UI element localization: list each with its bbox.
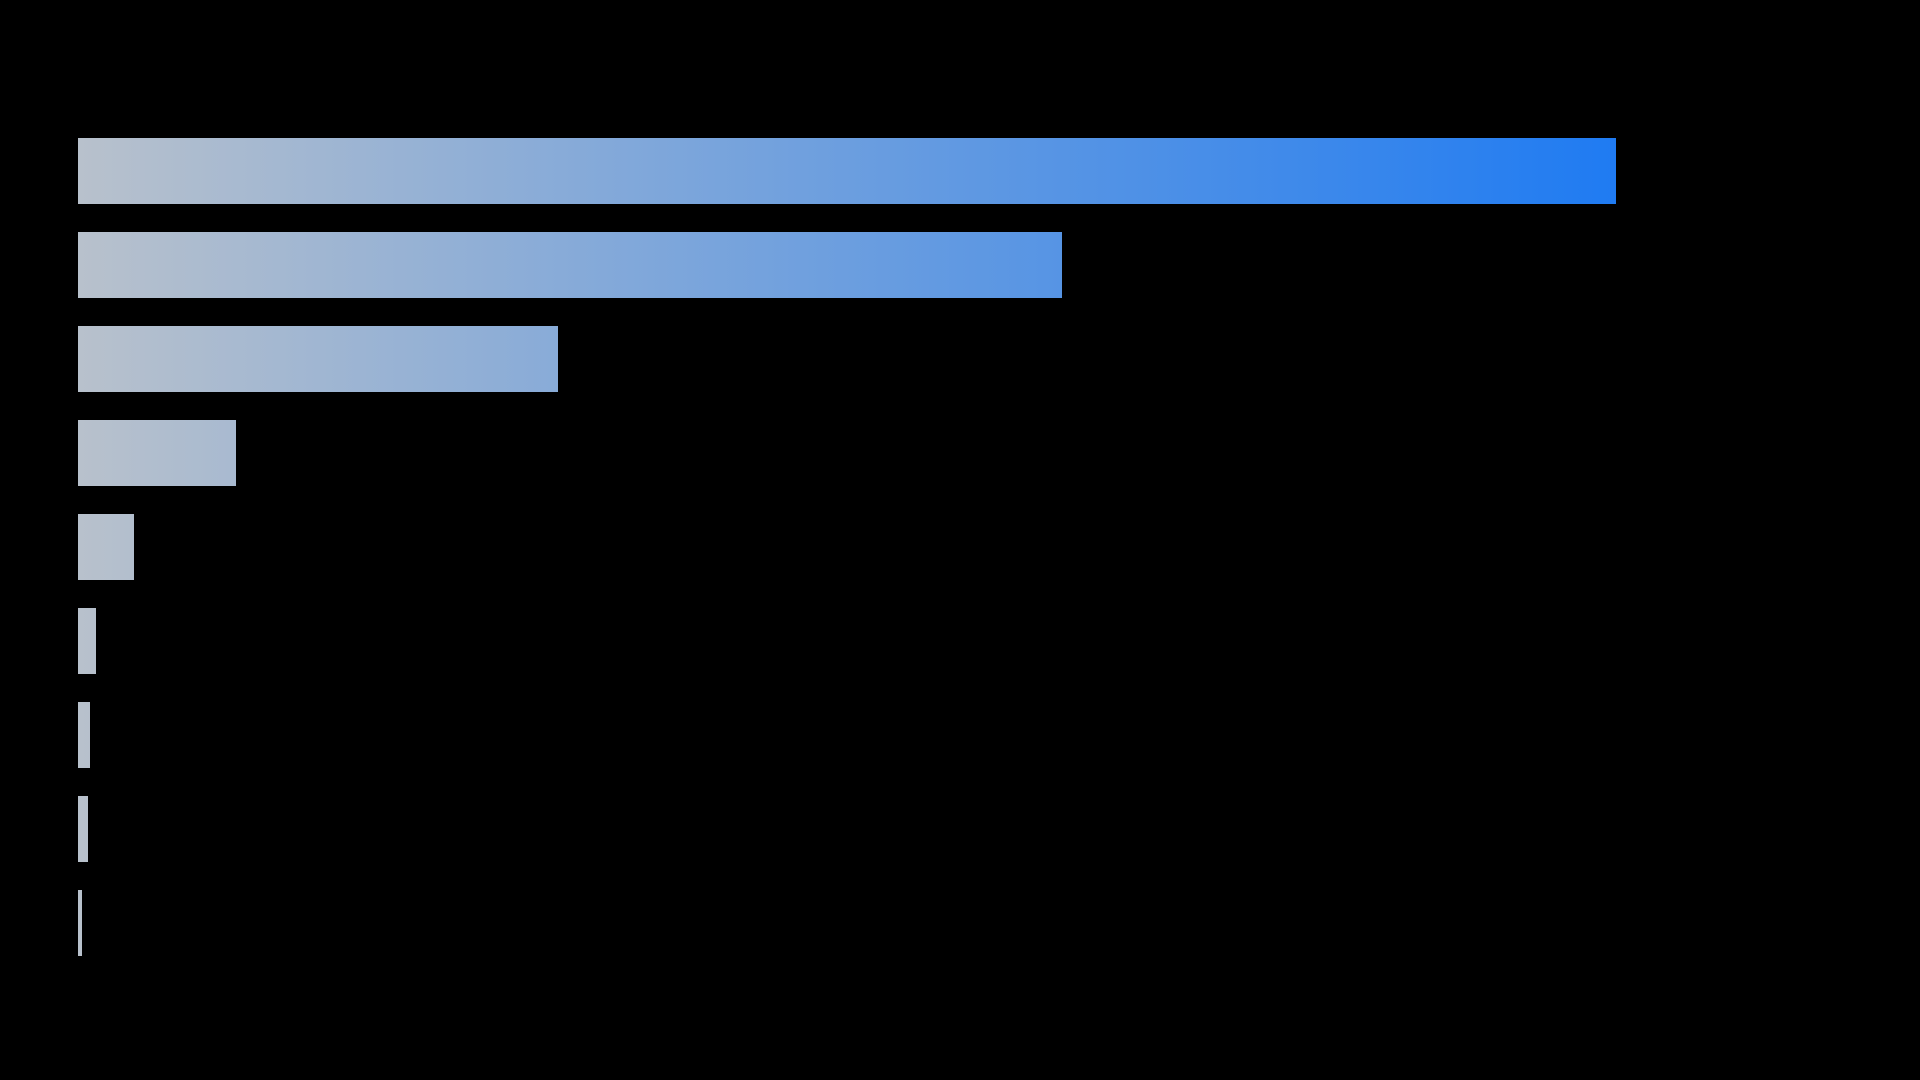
bar-3 [78, 420, 236, 486]
bar-4 [78, 514, 134, 580]
bar-0 [78, 138, 1616, 204]
bar-2 [78, 326, 558, 392]
bar-5 [78, 608, 96, 674]
bar-1 [78, 232, 1062, 298]
bar-6 [78, 702, 90, 768]
bar-chart [0, 0, 1920, 1080]
bar-8 [78, 890, 82, 956]
bar-7 [78, 796, 88, 862]
